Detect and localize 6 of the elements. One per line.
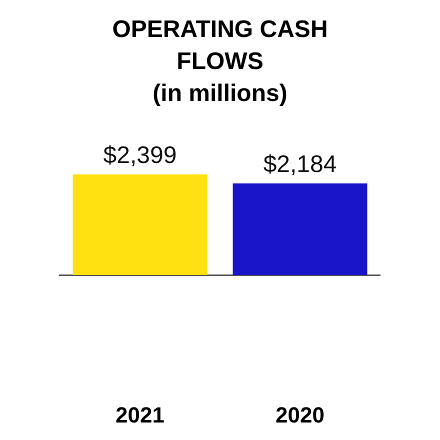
data-label: $2,399 <box>103 142 177 169</box>
chart-title: OPERATING CASH FLOWS <box>111 15 329 77</box>
x-tick-label: 2021 <box>116 402 164 428</box>
data-label: $2,184 <box>263 150 337 178</box>
x-tick-label: 2020 <box>276 402 324 428</box>
chart-subtitle: (in millions) <box>152 79 288 109</box>
